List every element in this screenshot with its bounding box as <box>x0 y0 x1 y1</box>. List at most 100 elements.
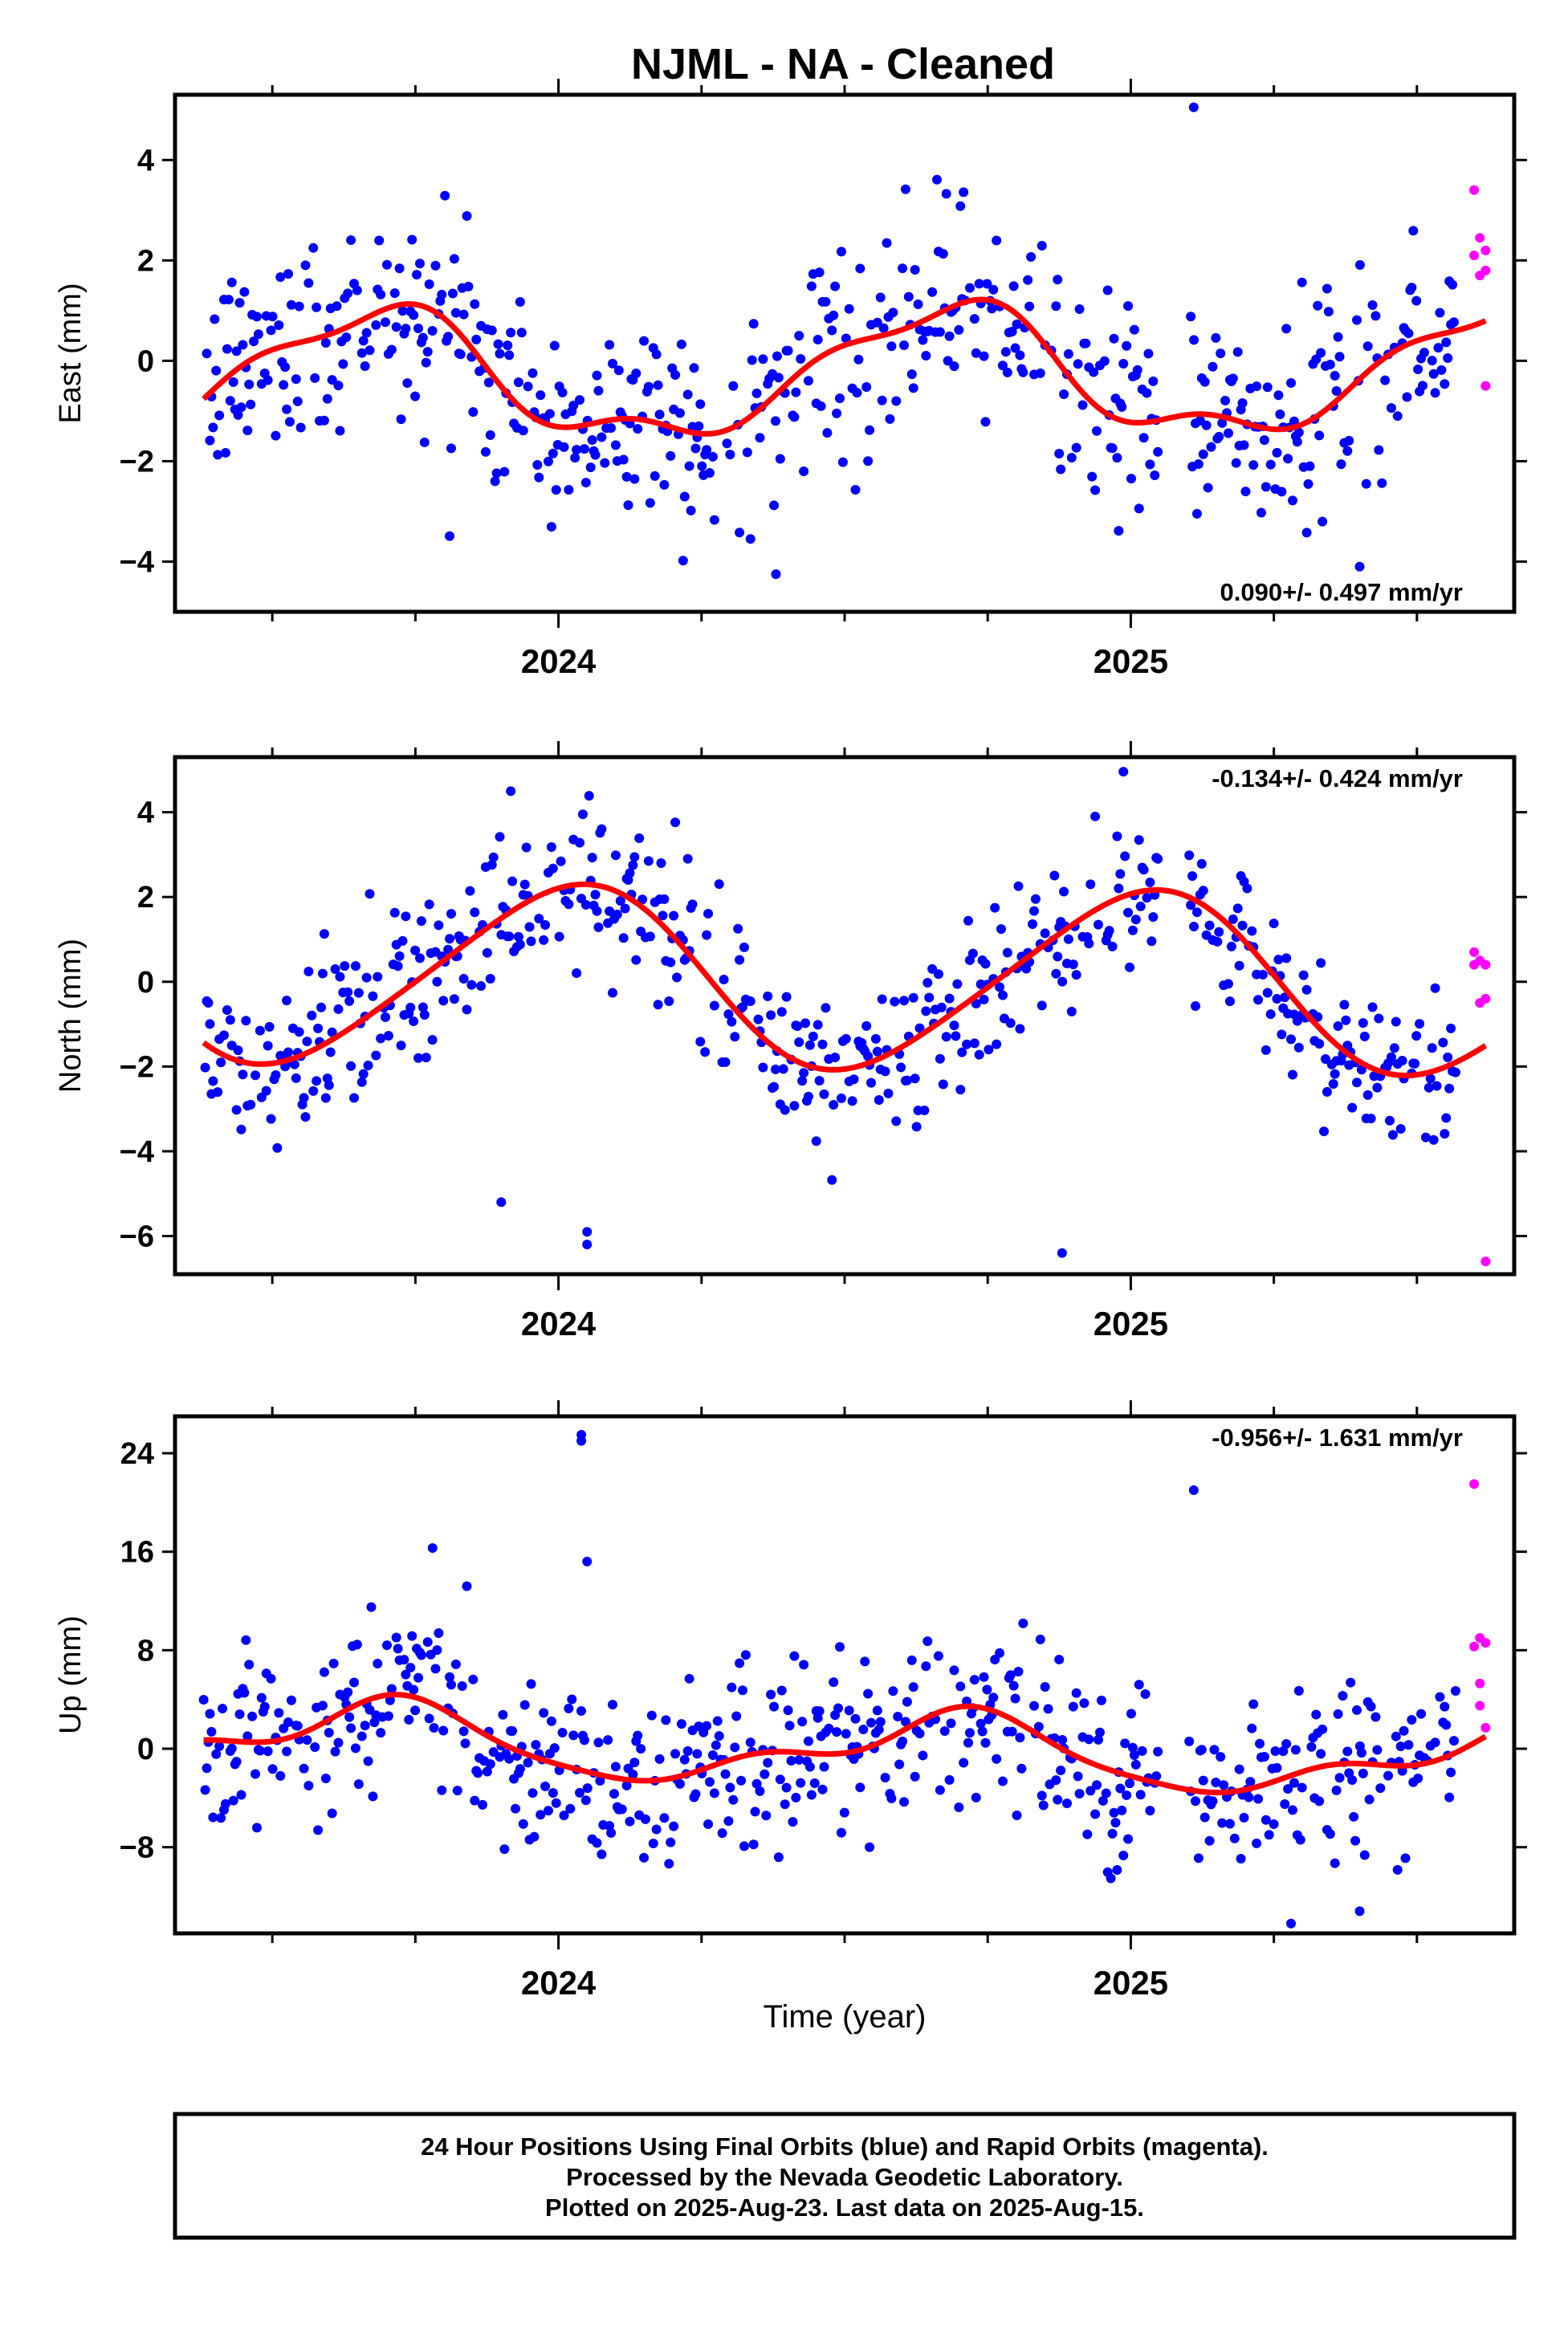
up-final-point <box>597 1849 607 1860</box>
north-final-point <box>643 856 654 866</box>
up-final-point <box>468 1674 479 1684</box>
up-final-point <box>330 1746 340 1757</box>
north-final-point <box>1391 1016 1401 1027</box>
north-final-point <box>1066 1006 1077 1016</box>
north-final-point <box>356 1077 367 1087</box>
east-final-point <box>246 399 256 409</box>
north-final-point <box>944 993 955 1004</box>
up-final-point <box>239 1688 250 1698</box>
up-final-point <box>473 1768 483 1778</box>
east-final-point <box>629 474 640 484</box>
north-final-point <box>302 1037 312 1047</box>
up-final-point <box>714 1731 724 1741</box>
up-final-point <box>1446 1767 1456 1778</box>
up-final-point <box>1289 1778 1299 1788</box>
up-rapid-point <box>1480 1638 1491 1648</box>
up-final-point <box>593 1737 604 1748</box>
north-final-point <box>458 974 469 984</box>
north-final-point <box>317 968 328 979</box>
north-final-point <box>556 856 566 866</box>
up-final-point <box>1338 1691 1348 1701</box>
east-final-point <box>850 485 861 495</box>
up-final-point <box>1383 1770 1394 1781</box>
up-final-point <box>1261 1815 1271 1825</box>
up-final-point <box>328 1658 339 1668</box>
east-final-point <box>1051 301 1061 312</box>
up-final-point <box>1118 1850 1129 1860</box>
east-final-point <box>1066 453 1077 463</box>
north-final-point <box>1352 1077 1362 1088</box>
north-final-point <box>291 1073 301 1083</box>
north-final-point <box>597 824 607 834</box>
up-final-point <box>666 1837 676 1847</box>
up-final-point <box>788 1817 798 1827</box>
east-final-point <box>310 373 320 383</box>
east-final-point <box>283 269 294 279</box>
x-axis-label: Time (year) <box>764 1999 927 2035</box>
east-final-point <box>783 345 793 356</box>
north-final-point <box>1085 879 1096 890</box>
east-final-point <box>249 336 259 347</box>
up-final-point <box>629 1758 640 1768</box>
east-final-point <box>422 347 433 357</box>
east-final-point <box>853 354 864 365</box>
north-final-point <box>1191 907 1202 918</box>
north-final-point <box>1214 927 1224 937</box>
east-final-point <box>543 456 553 466</box>
east-final-point <box>449 254 459 264</box>
up-final-point <box>539 1708 549 1718</box>
north-final-point <box>524 922 535 932</box>
north-final-point <box>758 1062 768 1073</box>
east-final-point <box>1303 479 1313 489</box>
east-y-tick-label: 4 <box>137 144 154 177</box>
east-final-point <box>670 370 681 381</box>
east-final-point <box>623 500 633 511</box>
up-final-point <box>1137 1745 1147 1756</box>
north-final-point <box>263 1041 273 1051</box>
east-final-point <box>593 385 604 396</box>
up-final-point <box>460 1738 470 1749</box>
up-final-point <box>319 1667 329 1677</box>
north-final-point <box>1234 960 1244 971</box>
east-final-point <box>597 432 607 442</box>
north-final-point <box>1265 1009 1276 1020</box>
east-final-point <box>358 336 369 346</box>
up-final-point <box>745 1737 755 1748</box>
east-final-point <box>1433 343 1444 353</box>
east-rate-label: 0.090+/- 0.497 mm/yr <box>1220 578 1463 606</box>
up-final-point <box>707 1750 718 1761</box>
up-final-point <box>242 1731 253 1741</box>
east-final-point <box>1228 373 1238 384</box>
up-final-point <box>1084 1734 1094 1745</box>
up-final-point <box>1130 1759 1141 1770</box>
up-final-point <box>1115 1783 1126 1794</box>
east-final-point <box>803 376 813 386</box>
up-final-point <box>1151 1771 1162 1782</box>
up-final-point <box>1134 1680 1144 1690</box>
up-final-point <box>1334 1773 1345 1783</box>
up-final-point <box>997 1776 1008 1786</box>
east-final-point <box>770 416 780 426</box>
north-final-point <box>575 837 585 848</box>
up-final-point <box>690 1789 701 1799</box>
up-final-point <box>1270 1746 1281 1757</box>
east-final-point <box>1318 516 1328 527</box>
up-final-point <box>211 1749 222 1759</box>
north-final-point <box>625 868 635 878</box>
east-final-point <box>1077 400 1088 410</box>
up-final-point <box>995 1648 1005 1658</box>
east-final-point <box>772 351 782 361</box>
north-final-point <box>941 1032 951 1042</box>
north-final-point <box>753 1014 764 1024</box>
north-final-point <box>656 858 666 869</box>
up-final-point <box>1395 1741 1406 1752</box>
east-final-point <box>579 444 589 454</box>
up-final-point <box>1259 1751 1269 1762</box>
east-final-point <box>1193 458 1203 469</box>
east-final-point <box>447 288 458 299</box>
east-final-point <box>294 301 304 312</box>
east-final-point <box>437 289 447 299</box>
north-final-point <box>1257 969 1268 980</box>
north-final-point <box>539 935 549 945</box>
up-final-point <box>980 1737 991 1748</box>
